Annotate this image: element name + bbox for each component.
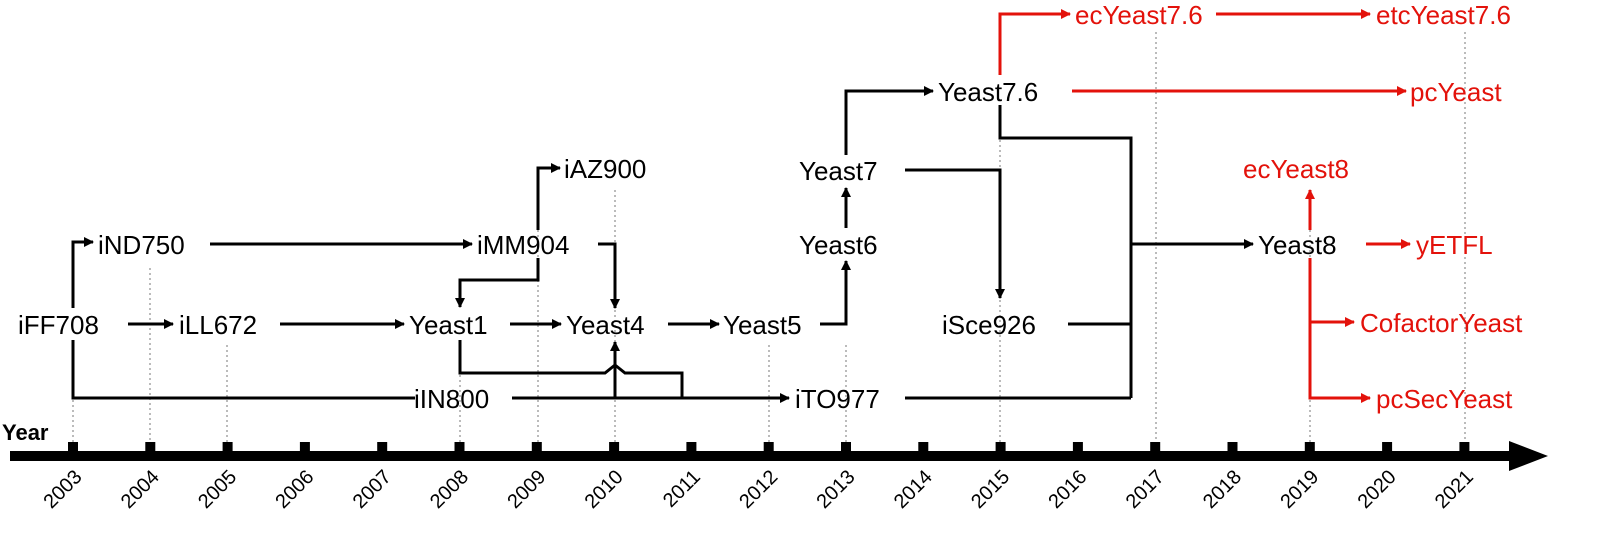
year-label: 2020	[1354, 466, 1401, 513]
model-ecyeast7-6: ecYeast7.6	[1075, 0, 1203, 30]
model-yetfl: yETFL	[1416, 230, 1493, 260]
year-tick	[995, 442, 1006, 453]
axis-bar	[10, 451, 1515, 461]
year-label: 2009	[503, 466, 550, 513]
year-tick	[145, 442, 156, 453]
year-tick	[1150, 442, 1161, 453]
link-yeast7-6-ecyeast7-6	[998, 9, 1071, 75]
model-etcyeast7-6: etcYeast7.6	[1376, 0, 1511, 30]
year-tick	[918, 442, 929, 453]
year-label: 2007	[349, 466, 396, 513]
year-label: 2021	[1431, 466, 1478, 513]
year-label: 2015	[967, 466, 1014, 513]
year-label: 2003	[40, 466, 87, 513]
model-cofactoryeast: CofactorYeast	[1360, 308, 1523, 338]
year-label: 2011	[659, 466, 705, 512]
model-ecyeast8: ecYeast8	[1243, 154, 1349, 184]
year-label: 2004	[117, 466, 164, 513]
year-label: 2010	[581, 466, 628, 513]
original-links	[71, 86, 1254, 403]
year-label: 2008	[426, 466, 473, 513]
year-label: 2018	[1199, 466, 1246, 513]
link-imm904-yeast1	[455, 258, 540, 308]
year-tick	[377, 442, 388, 453]
year-tick	[841, 442, 851, 453]
link-yeast5-yeast6	[820, 260, 851, 326]
year-tick	[222, 442, 233, 453]
link-yeast8-cofactoryeast	[1308, 258, 1371, 403]
link-iff708-iln800	[71, 340, 415, 400]
year-label: 2016	[1044, 466, 1091, 513]
year-label: 2013	[813, 466, 860, 513]
axis-arrowhead	[1509, 441, 1548, 471]
model-yeast1: Yeast1	[409, 310, 488, 340]
model-yeast5: Yeast5	[723, 310, 802, 340]
model-ind750: iND750	[98, 230, 185, 260]
model-yeast6: Yeast6	[799, 230, 878, 260]
year-tick	[299, 442, 310, 453]
model-yeast8: Yeast8	[1258, 230, 1337, 260]
derived-links	[998, 9, 1411, 403]
year-label: 2012	[735, 466, 782, 513]
model-ill672: iLL672	[179, 310, 257, 340]
model-pcsecyeast: pcSecYeast	[1376, 384, 1513, 414]
year-label: 2005	[194, 466, 241, 513]
year-tick	[763, 442, 774, 453]
year-ticks	[68, 442, 1470, 453]
year-tick	[686, 442, 697, 453]
year-tick	[68, 442, 78, 453]
year-tick	[1382, 442, 1393, 453]
link-yeast7-isce926	[905, 168, 1005, 299]
year-labels: 2003 2004 2005 2006 2007 2008 2009 2010 2011 2012…	[40, 466, 1478, 513]
model-iin800: iIN800	[414, 384, 489, 414]
year-label: 2006	[271, 466, 318, 513]
model-pcyeast: pcYeast	[1410, 77, 1502, 107]
link-imm904-iaz900	[536, 163, 561, 230]
model-imm904: iMM904	[477, 230, 569, 260]
link-yeast6-yeast7-6	[844, 86, 934, 155]
model-yeast4: Yeast4	[566, 310, 645, 340]
link-yeast1-iin800-bridge	[458, 340, 684, 398]
year-label: 2019	[1276, 466, 1323, 513]
model-iff708: iFF708	[18, 310, 99, 340]
year-tick	[1072, 442, 1083, 453]
model-ito977: iTO977	[795, 384, 880, 414]
link-yeast7-6-yeast8	[998, 105, 1133, 398]
year-tick	[1459, 442, 1470, 453]
model-labels: iFF708 iND750 iLL672 iMM904 iAZ900 Yeast…	[18, 0, 1523, 414]
year-guides	[72, 32, 1466, 446]
link-imm904-yeast4	[598, 242, 620, 309]
year-label: 2017	[1122, 466, 1169, 513]
year-tick	[1304, 442, 1315, 453]
link-iff708-ind750	[71, 237, 94, 308]
model-iaz900: iAZ900	[564, 154, 646, 184]
model-yeast7: Yeast7	[799, 156, 878, 186]
year-tick	[454, 442, 465, 453]
year-tick	[1227, 442, 1238, 453]
model-yeast7-6: Yeast7.6	[938, 77, 1038, 107]
year-tick	[609, 442, 620, 453]
year-label: 2014	[890, 466, 937, 513]
year-axis: Year 2003 2004 2005 2006 2007 2008 2009 2010 201…	[2, 420, 1548, 513]
model-isce926: iSce926	[942, 310, 1036, 340]
axis-title: Year	[2, 420, 49, 445]
year-tick	[531, 442, 542, 453]
